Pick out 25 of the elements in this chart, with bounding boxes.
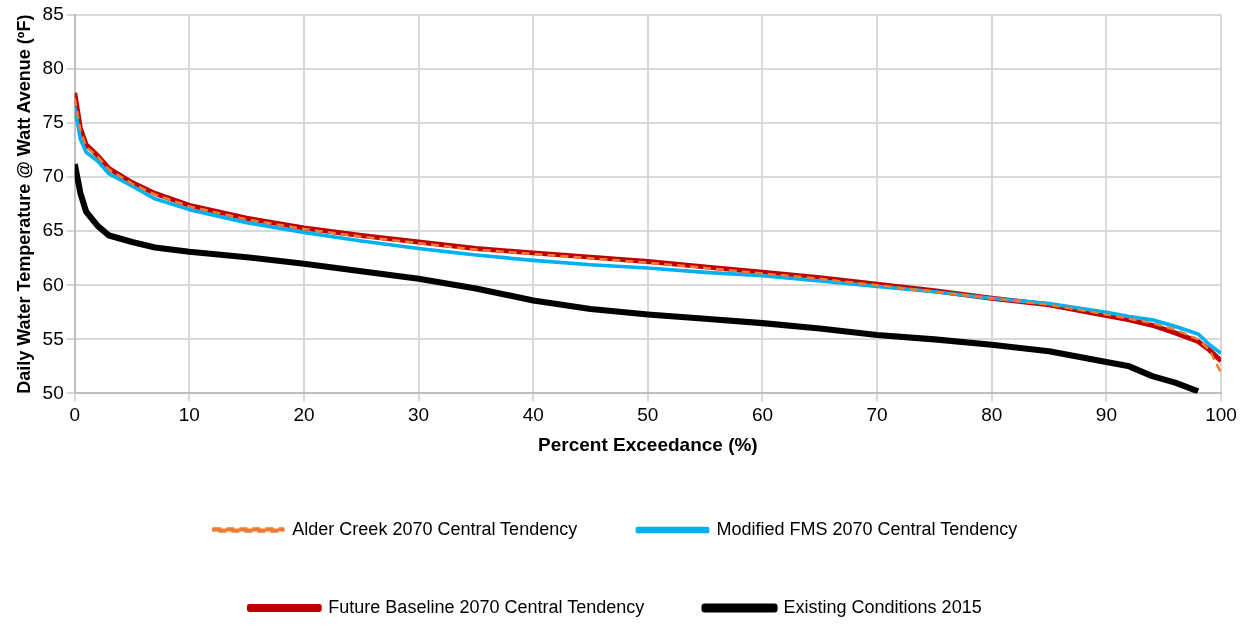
x-tick-label: 70 (866, 404, 888, 426)
legend-label: Future Baseline 2070 Central Tendency (328, 596, 645, 617)
legend-label: Modified FMS 2070 Central Tendency (716, 518, 1018, 539)
x-tick-label: 90 (1095, 404, 1117, 426)
x-axis-title: Percent Exceedance (%) (538, 433, 758, 455)
x-tick-label: 50 (637, 404, 659, 426)
y-tick-label: 85 (42, 3, 64, 25)
y-tick-label: 70 (42, 165, 64, 187)
y-axis-title: Daily Water Temperature @ Watt Avenue (ºF) (13, 14, 34, 394)
x-tick-label: 60 (751, 404, 774, 426)
x-tick-label: 10 (178, 404, 200, 426)
y-tick-label: 75 (42, 111, 64, 133)
x-tick-label: 40 (522, 404, 544, 426)
x-tick-label: 0 (69, 404, 81, 426)
y-tick-label: 55 (42, 327, 64, 349)
y-tick-label: 50 (42, 381, 64, 403)
x-tick-label: 30 (408, 404, 430, 426)
y-tick-label: 65 (42, 219, 64, 241)
y-tick-label: 60 (42, 273, 64, 295)
y-tick-label: 80 (42, 57, 64, 79)
x-tick-label: 80 (981, 404, 1003, 426)
legend-label: Existing Conditions 2015 (783, 596, 982, 617)
x-tick-label: 100 (1205, 404, 1237, 426)
legend-label: Alder Creek 2070 Central Tendency (292, 518, 578, 539)
x-tick-label: 20 (293, 404, 315, 426)
